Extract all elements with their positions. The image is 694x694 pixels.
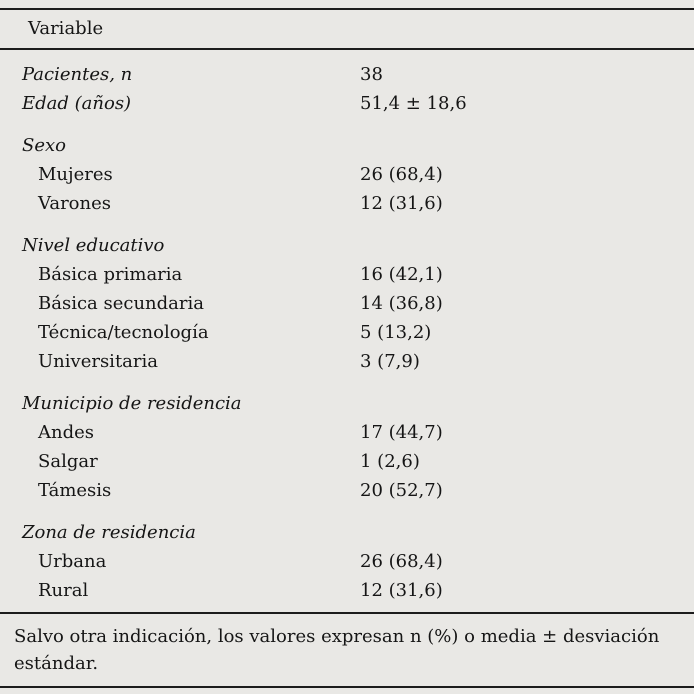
row-label: Básica secundaria: [38, 293, 204, 314]
row-label: Andes: [38, 422, 95, 443]
top-rule: [0, 8, 694, 10]
row-label: Técnica/tecnología: [38, 322, 209, 343]
row-label: Nivel educativo: [22, 235, 165, 256]
row-value: 14 (36,8): [360, 293, 443, 314]
table-row: Edad (años) 51,4 ± 18,6: [22, 89, 670, 118]
table-row: Salgar 1 (2,6): [22, 447, 670, 476]
row-group-header: Nivel educativo: [22, 231, 670, 260]
bottom-rule: [0, 686, 694, 688]
row-label: Pacientes, n: [22, 64, 133, 85]
row-group-header: Municipio de residencia: [22, 389, 670, 418]
header-variable-label: Variable: [28, 18, 104, 39]
table-header: Variable: [0, 10, 694, 48]
row-label: Municipio de residencia: [22, 393, 242, 414]
table-row: Universitaria 3 (7,9): [22, 347, 670, 376]
row-label: Rural: [38, 580, 89, 601]
table-row: Pacientes, n 38: [22, 60, 670, 89]
row-value: 5 (13,2): [360, 322, 432, 343]
row-value: 26 (68,4): [360, 164, 443, 185]
row-label: Urbana: [38, 551, 107, 572]
table-row: Andes 17 (44,7): [22, 418, 670, 447]
row-value: 12 (31,6): [360, 580, 443, 601]
row-value: 16 (42,1): [360, 264, 443, 285]
row-value: 51,4 ± 18,6: [360, 93, 467, 114]
row-label: Salgar: [38, 451, 98, 472]
table-row: Básica secundaria 14 (36,8): [22, 289, 670, 318]
row-label: Universitaria: [38, 351, 158, 372]
row-label: Básica primaria: [38, 264, 183, 285]
row-label: Sexo: [22, 135, 66, 156]
table-row: Rural 12 (31,6): [22, 576, 670, 605]
table-row: Támesis 20 (52,7): [22, 476, 670, 505]
table-row: Técnica/tecnología 5 (13,2): [22, 318, 670, 347]
row-label: Edad (años): [22, 93, 132, 114]
row-value: 12 (31,6): [360, 193, 443, 214]
row-value: 3 (7,9): [360, 351, 420, 372]
row-group-header: Sexo: [22, 131, 670, 160]
row-value: 17 (44,7): [360, 422, 443, 443]
footnote-rule: [0, 612, 694, 614]
row-label: Varones: [38, 193, 112, 214]
row-value: 20 (52,7): [360, 480, 443, 501]
table-row: Urbana 26 (68,4): [22, 547, 670, 576]
table-row: Varones 12 (31,6): [22, 189, 670, 218]
row-label: Zona de residencia: [22, 522, 196, 543]
row-value: 26 (68,4): [360, 551, 443, 572]
row-label: Támesis: [38, 480, 112, 501]
row-group-header: Zona de residencia: [22, 518, 670, 547]
table-row: Mujeres 26 (68,4): [22, 160, 670, 189]
row-value: 38: [360, 64, 383, 85]
footnote: Salvo otra indicación, los valores expre…: [14, 626, 660, 674]
row-value: 1 (2,6): [360, 451, 420, 472]
table-body: Pacientes, n 38 Edad (años) 51,4 ± 18,6 …: [0, 50, 694, 609]
table-row: Básica primaria 16 (42,1): [22, 260, 670, 289]
row-label: Mujeres: [38, 164, 113, 185]
header-rule: [0, 48, 694, 50]
